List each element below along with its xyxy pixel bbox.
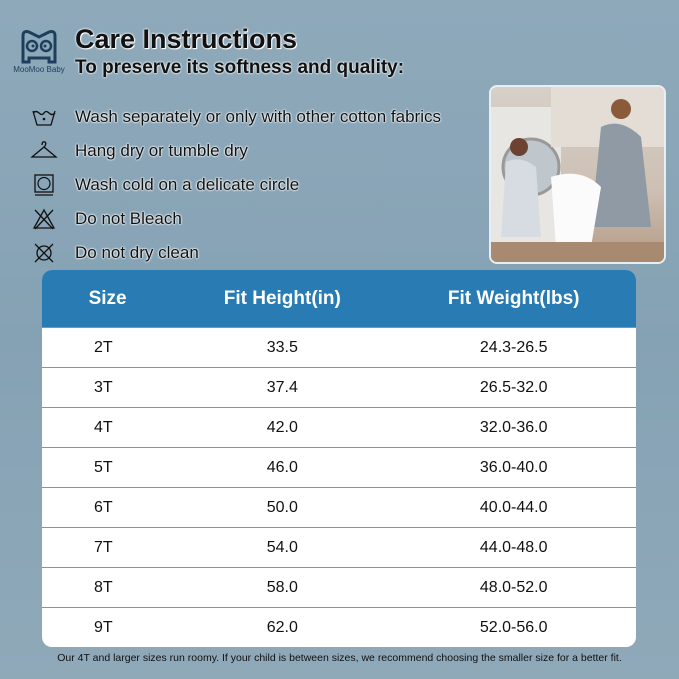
care-item: Do not dry clean — [30, 236, 441, 270]
size-cell: 8T — [42, 567, 174, 608]
table-row: 4T 42.0 32.0-36.0 — [42, 407, 636, 448]
laundry-photo — [489, 85, 666, 264]
height-cell: 46.0 — [173, 447, 392, 488]
height-cell: 42.0 — [173, 407, 392, 448]
footnote: Our 4T and larger sizes run roomy. If yo… — [57, 652, 622, 664]
size-cell: 7T — [42, 527, 174, 568]
no-dry-clean-icon — [34, 243, 54, 263]
brand-logo: MooMoo Baby — [10, 28, 68, 74]
size-cell: 3T — [42, 367, 174, 408]
size-cell: 9T — [42, 607, 174, 647]
table-row: 8T 58.0 48.0-52.0 — [42, 567, 636, 608]
care-item: Hang dry or tumble dry — [30, 134, 441, 168]
mother-child-laundry-image — [491, 87, 664, 262]
page-title: Care Instructions — [75, 24, 298, 54]
weight-cell: 52.0-56.0 — [391, 607, 636, 647]
brand-name: MooMoo Baby — [13, 65, 65, 74]
care-item: Wash separately or only with other cotto… — [30, 100, 441, 134]
weight-cell: 26.5-32.0 — [391, 367, 636, 408]
height-cell: 33.5 — [173, 327, 392, 368]
height-cell: 62.0 — [173, 607, 392, 647]
care-item: Wash cold on a delicate circle — [30, 168, 441, 202]
size-cell: 4T — [42, 407, 174, 448]
no-bleach-icon — [32, 208, 56, 230]
table-row: 3T 37.4 26.5-32.0 — [42, 367, 636, 408]
height-cell: 54.0 — [173, 527, 392, 568]
hand-wash-icon — [32, 110, 56, 126]
weight-cell: 44.0-48.0 — [391, 527, 636, 568]
table-row: 2T 33.5 24.3-26.5 — [42, 327, 636, 368]
page-subtitle: To preserve its softness and quality: — [75, 57, 405, 78]
weight-cell: 24.3-26.5 — [391, 327, 636, 368]
table-row: 7T 54.0 44.0-48.0 — [42, 527, 636, 568]
height-cell: 50.0 — [173, 487, 392, 528]
weight-cell: 48.0-52.0 — [391, 567, 636, 608]
table-row: 9T 62.0 52.0-56.0 — [42, 607, 636, 647]
size-cell: 5T — [42, 447, 174, 488]
header-fit-height: Fit Height(in) — [173, 270, 392, 328]
table-row: 6T 50.0 40.0-44.0 — [42, 487, 636, 528]
table-header-row: Size Fit Height(in) Fit Weight(lbs) — [42, 270, 636, 328]
weight-cell: 40.0-44.0 — [391, 487, 636, 528]
table-row: 5T 46.0 36.0-40.0 — [42, 447, 636, 488]
size-cell: 6T — [42, 487, 174, 528]
height-cell: 58.0 — [173, 567, 392, 608]
weight-cell: 36.0-40.0 — [391, 447, 636, 488]
hanger-icon — [30, 141, 58, 158]
header-fit-weight: Fit Weight(lbs) — [391, 270, 636, 328]
size-cell: 2T — [42, 327, 174, 368]
size-chart-table: Size Fit Height(in) Fit Weight(lbs) 2T 33… — [42, 270, 636, 647]
header-size: Size — [42, 270, 174, 328]
height-cell: 37.4 — [173, 367, 392, 408]
weight-cell: 32.0-36.0 — [391, 407, 636, 448]
care-item: Do not Bleach — [30, 202, 441, 236]
owl-logo-icon — [21, 30, 57, 64]
tumble-dry-icon — [34, 174, 54, 196]
care-list: Wash separately or only with other cotto… — [30, 100, 441, 270]
